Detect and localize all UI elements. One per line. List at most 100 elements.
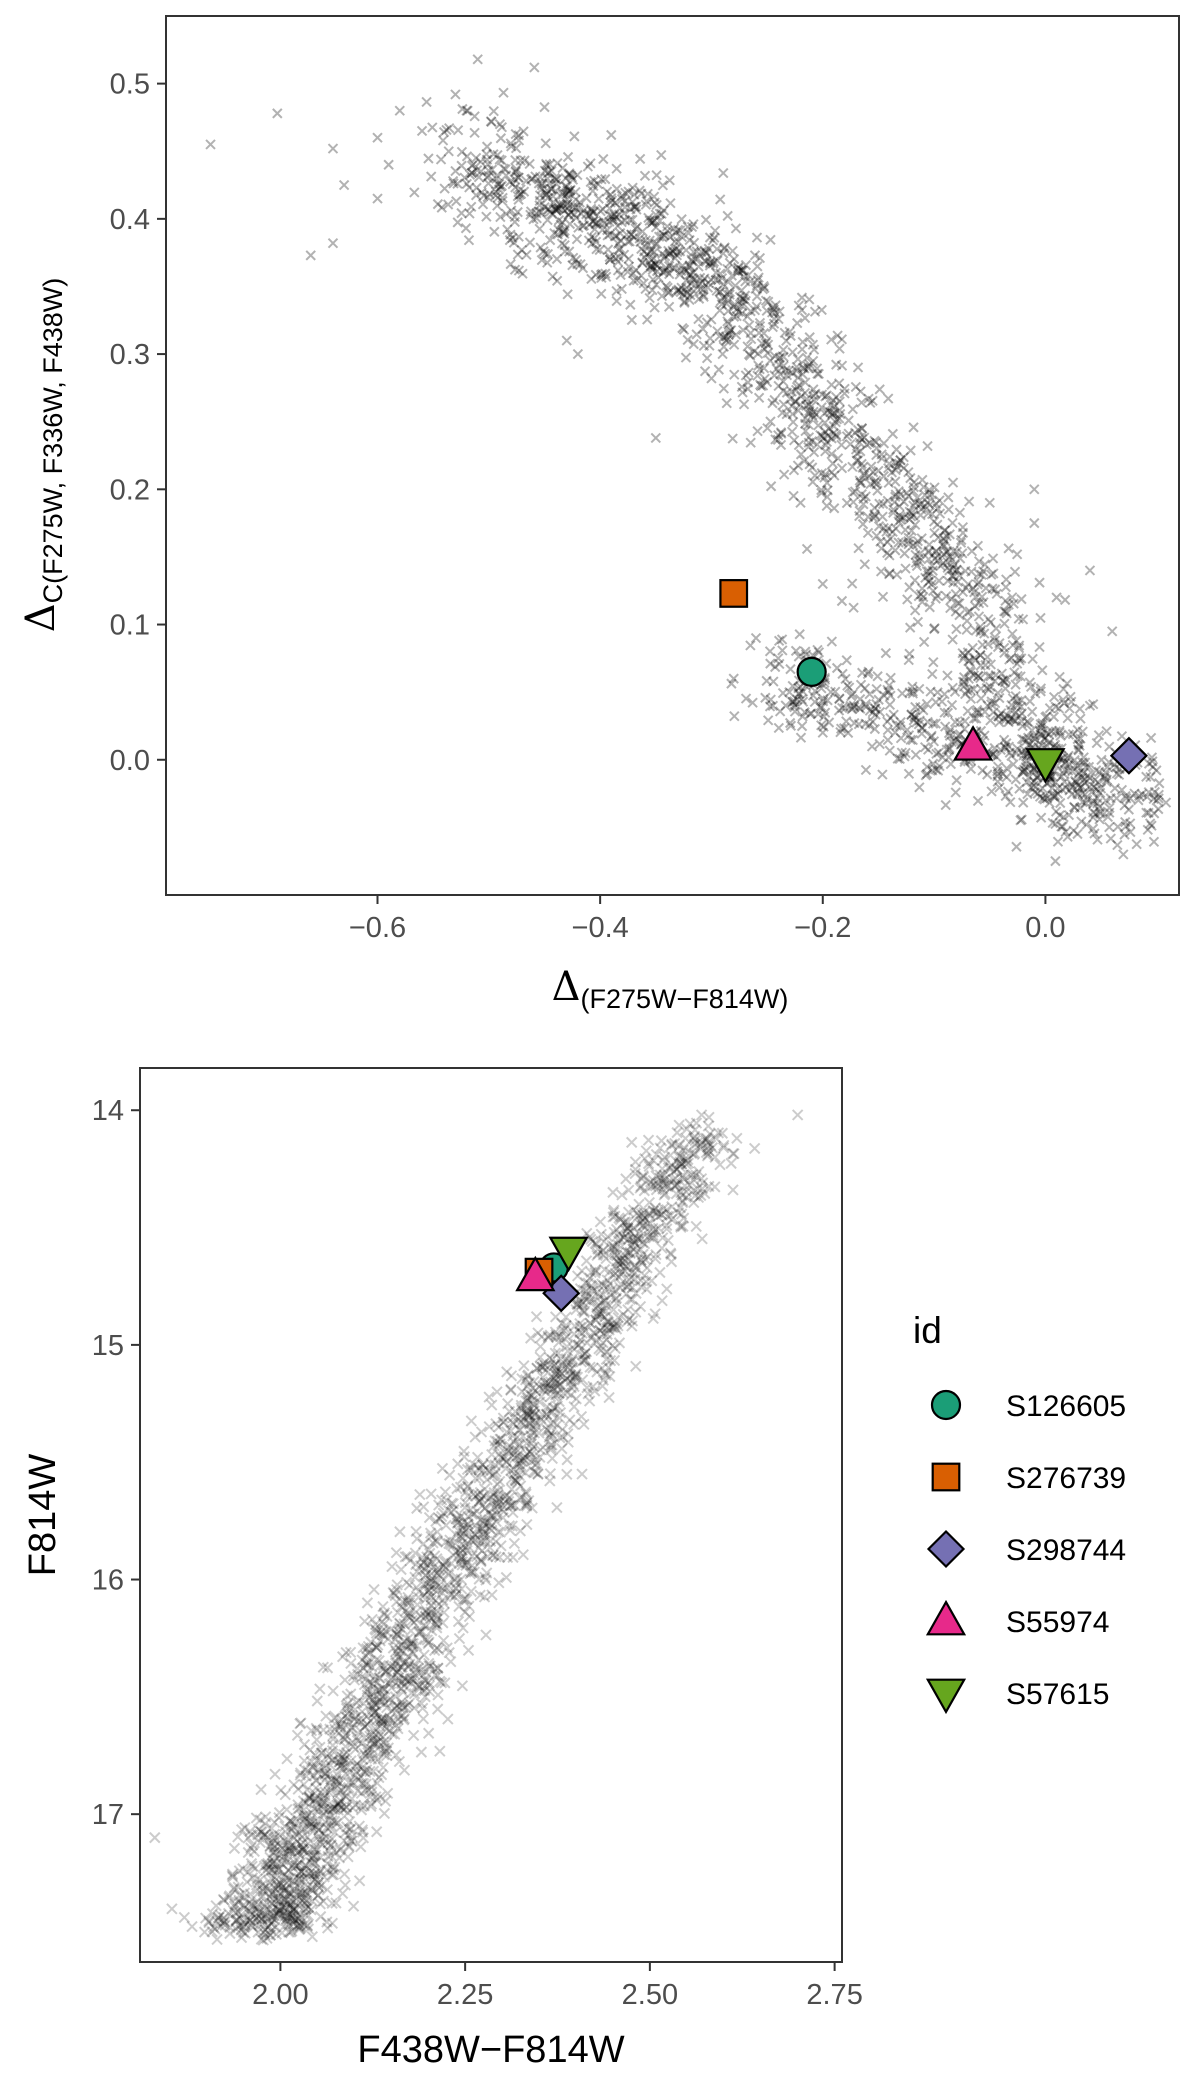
background-point <box>982 651 993 663</box>
background-point <box>314 1864 326 1876</box>
background-point <box>638 1185 651 1197</box>
background-point <box>377 1663 389 1675</box>
background-point <box>519 1374 532 1386</box>
background-point <box>752 348 764 359</box>
background-point <box>1050 777 1061 788</box>
background-point <box>539 248 551 259</box>
background-point <box>742 377 754 388</box>
background-point <box>596 272 607 284</box>
background-point <box>1070 760 1081 771</box>
background-point <box>613 251 624 263</box>
background-point <box>265 1924 278 1937</box>
background-point <box>717 248 729 259</box>
background-point <box>233 1865 246 1877</box>
background-point <box>916 722 928 733</box>
background-point <box>688 267 699 279</box>
background-point <box>975 621 986 632</box>
background-point <box>774 706 786 717</box>
background-point <box>551 174 562 185</box>
background-point <box>239 1918 251 1931</box>
background-point <box>975 650 986 661</box>
background-point <box>364 1715 377 1727</box>
background-point <box>613 1212 625 1224</box>
background-point <box>599 173 611 185</box>
background-point <box>656 231 667 242</box>
background-point <box>292 1783 304 1795</box>
background-point <box>722 210 733 222</box>
background-point <box>757 283 769 295</box>
background-point <box>730 223 742 234</box>
background-point <box>486 1470 499 1482</box>
background-point <box>600 268 611 279</box>
background-point <box>627 182 638 193</box>
background-point <box>676 1196 689 1209</box>
background-point <box>684 294 695 306</box>
background-point <box>570 254 582 265</box>
background-point <box>793 688 805 699</box>
background-point <box>436 202 447 213</box>
background-point <box>990 623 1002 634</box>
background-point <box>1016 708 1028 719</box>
background-point <box>663 245 674 257</box>
background-point <box>982 638 994 650</box>
background-point <box>323 1786 335 1799</box>
background-point <box>293 1918 306 1930</box>
background-point <box>283 1864 295 1877</box>
background-point <box>563 209 574 220</box>
background-point <box>799 707 810 718</box>
background-point <box>1024 677 1036 688</box>
background-point <box>933 575 945 586</box>
background-point <box>601 1346 614 1358</box>
background-point <box>351 1731 363 1744</box>
background-point <box>429 1669 441 1681</box>
background-point <box>618 1231 630 1243</box>
background-point <box>882 547 893 559</box>
background-point <box>707 235 719 246</box>
background-point <box>1010 707 1021 718</box>
background-point <box>816 402 827 413</box>
background-point <box>738 293 750 305</box>
background-point <box>1077 796 1088 808</box>
background-point <box>664 1161 677 1174</box>
background-point <box>793 682 804 694</box>
background-point <box>788 490 799 502</box>
background-point <box>901 724 913 736</box>
background-point <box>620 1173 632 1185</box>
background-point <box>768 313 780 325</box>
background-point <box>1080 761 1091 773</box>
background-point <box>891 444 902 455</box>
background-point <box>604 229 615 240</box>
background-point <box>889 497 900 508</box>
background-point <box>540 189 552 201</box>
background-point <box>674 246 686 257</box>
background-point <box>830 686 841 697</box>
background-point <box>903 490 914 502</box>
background-point <box>559 228 570 239</box>
background-point <box>691 246 702 257</box>
background-point <box>702 282 714 293</box>
background-point <box>1146 752 1158 763</box>
background-point <box>341 1690 354 1702</box>
background-point <box>932 550 943 562</box>
background-point <box>469 1431 481 1443</box>
background-point <box>717 292 729 303</box>
background-point <box>944 565 955 576</box>
background-point <box>588 206 600 217</box>
background-point <box>971 713 982 724</box>
background-point <box>1030 688 1041 699</box>
background-point <box>763 296 774 307</box>
top-x-tick-label: 0.0 <box>1025 912 1065 944</box>
background-point <box>1000 714 1012 725</box>
background-point <box>478 1518 490 1530</box>
background-point <box>800 377 811 388</box>
background-point <box>563 169 575 180</box>
background-point <box>414 1488 426 1501</box>
background-point <box>1012 696 1023 707</box>
background-point <box>1001 574 1012 585</box>
background-point <box>958 653 969 664</box>
background-point <box>949 686 961 697</box>
background-point <box>442 1713 454 1725</box>
background-point <box>807 476 818 488</box>
background-point <box>682 286 693 298</box>
background-point <box>594 244 605 256</box>
